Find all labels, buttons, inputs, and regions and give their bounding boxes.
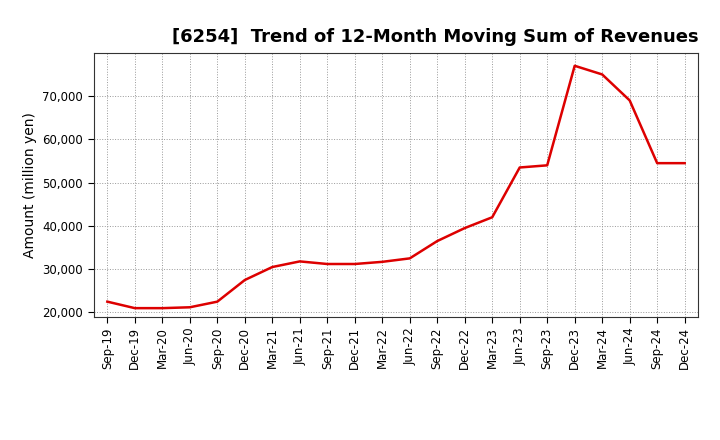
Y-axis label: Amount (million yen): Amount (million yen) (23, 112, 37, 258)
Text: [6254]  Trend of 12-Month Moving Sum of Revenues: [6254] Trend of 12-Month Moving Sum of R… (172, 28, 699, 46)
